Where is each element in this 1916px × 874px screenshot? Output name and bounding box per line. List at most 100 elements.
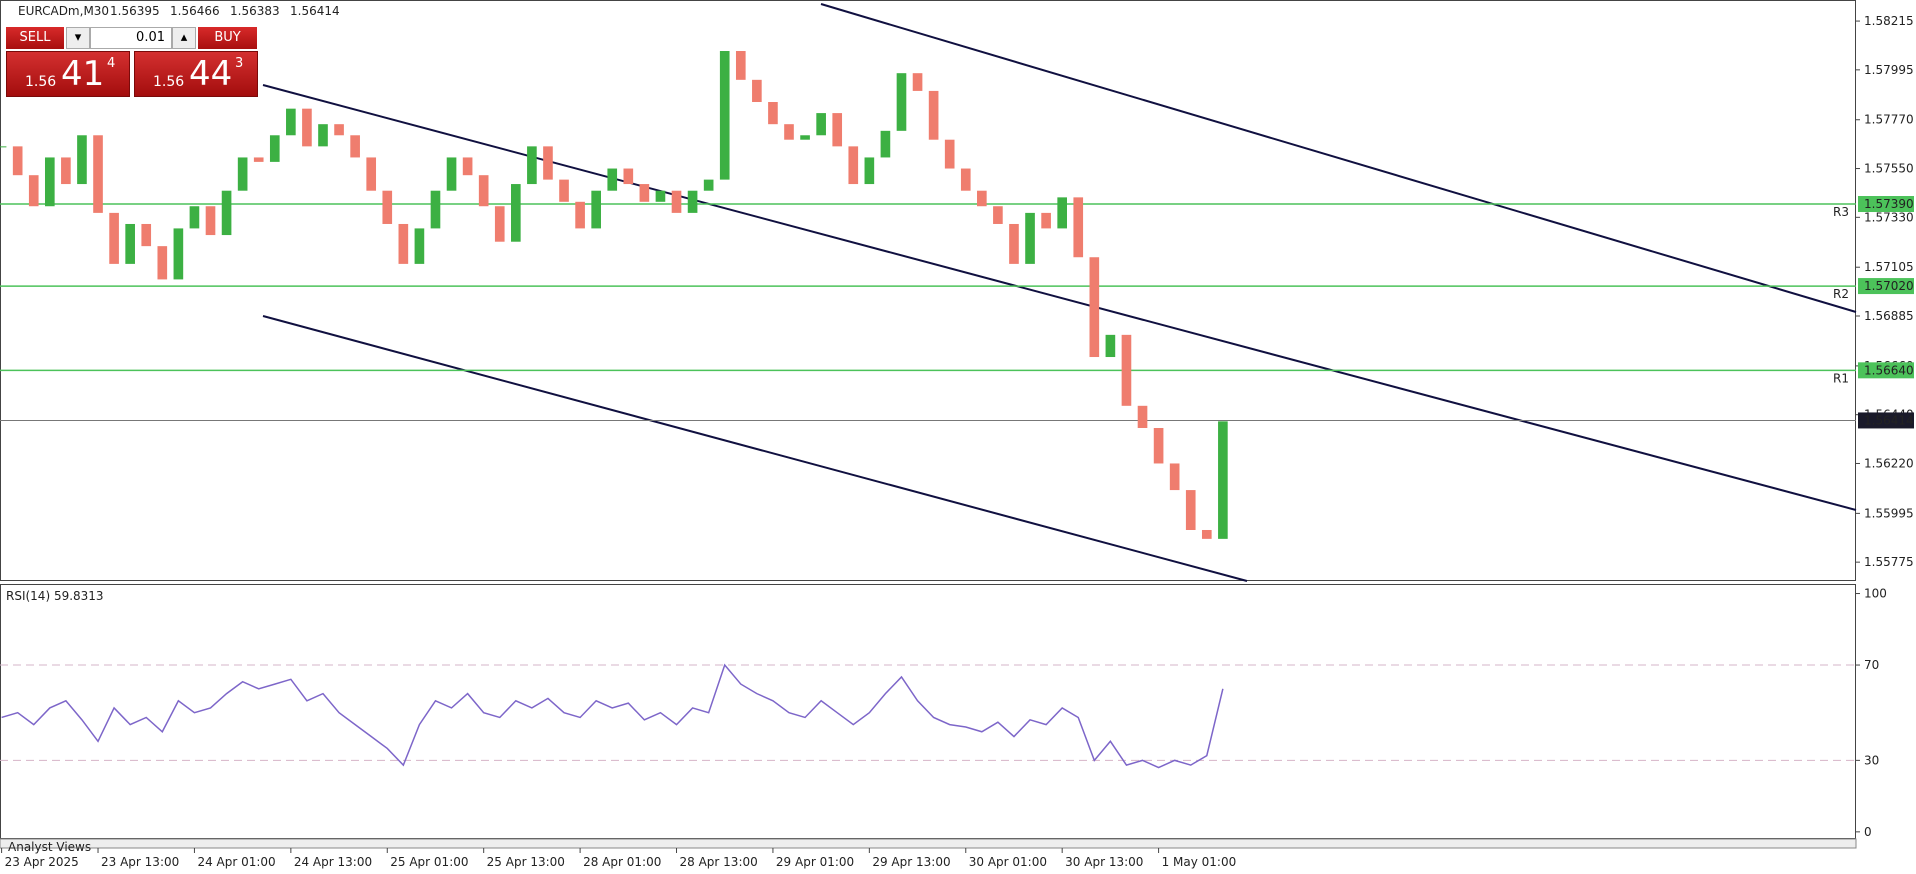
candle [832,113,843,147]
x-tick-label: 23 Apr 13:00 [101,855,179,869]
candle [157,246,168,280]
channel-line [262,84,1857,511]
y-tick-label: 1.57105 [1864,260,1914,274]
candle [318,124,328,147]
candle [543,146,553,180]
candle [173,228,184,280]
ohlc: 1.56414 [290,4,340,18]
candle [800,135,810,140]
level-tag [1858,362,1914,379]
candle [639,184,650,202]
candle [511,184,521,242]
candle [430,190,441,229]
candle [189,206,200,229]
candle [687,190,698,213]
candle [623,168,634,185]
candle [494,206,505,242]
candle [719,51,730,180]
candle [912,73,923,91]
bid-price[interactable]: 1.56 41 4 [6,51,130,97]
candle [864,157,875,185]
channel-line [820,3,1857,313]
candle [880,130,891,158]
y-tick-label: 70 [1864,658,1879,672]
y-tick-label: 1.57995 [1864,63,1914,77]
rsi-line [1,663,1224,769]
x-tick-label: 24 Apr 01:00 [197,855,275,869]
x-tick-label: 29 Apr 01:00 [776,855,854,869]
y-tick-label: 1.55995 [1864,506,1914,520]
candle [735,51,746,80]
current-label: 1.56414 [1864,413,1914,427]
candle [977,190,987,207]
y-tick-label: 30 [1864,753,1879,767]
price-prefix: 1.56 [25,74,57,90]
candle [1057,197,1067,229]
candle [478,175,489,207]
candle [671,190,682,213]
rsi-title: RSI(14) 59.8313 [6,589,104,603]
level-name: R2 [1833,287,1849,301]
candle [141,223,152,247]
candle [1041,212,1051,229]
candle [253,157,264,162]
candle [896,73,907,131]
x-tick-label: 24 Apr 13:00 [294,855,372,869]
candle [334,124,344,136]
volume-down[interactable]: ▾ [66,27,90,49]
candle [1121,334,1132,406]
ohlc: 1.56466 [170,4,220,18]
y-tick-label: 1.57330 [1864,210,1914,224]
x-tick-label: 25 Apr 01:00 [390,855,468,869]
buy-button[interactable]: BUY [198,27,257,49]
candle [398,223,409,264]
channel-line [262,315,1248,582]
candle [607,168,618,191]
volume-up[interactable]: ▴ [172,27,196,49]
candle [286,108,296,136]
candle [237,157,248,191]
candle [350,135,360,158]
y-tick-label: 1.57770 [1864,113,1914,127]
ask-price[interactable]: 1.56 44 3 [134,51,258,97]
candle [848,146,859,185]
price-panel [0,0,1856,581]
x-tick-label: 28 Apr 13:00 [680,855,758,869]
volume-input[interactable]: 0.01 [90,27,172,49]
y-tick-label: 1.57550 [1864,162,1914,176]
level-label: 1.56640 [1864,363,1914,377]
candle [462,157,473,176]
candle [1169,463,1180,491]
x-tick-label: 30 Apr 13:00 [1065,855,1143,869]
candle [0,146,7,148]
level-tag [1858,278,1914,295]
candle [1185,490,1196,530]
symbol: EURCADm,M30 [18,4,109,18]
x-tick-label: 28 Apr 01:00 [583,855,661,869]
candle [1153,427,1164,464]
candle [61,157,71,185]
price-point: 4 [107,56,116,71]
y-tick-label: 1.58215 [1864,14,1914,28]
candle [784,124,794,140]
x-tick-label: 30 Apr 01:00 [969,855,1047,869]
price-point: 3 [235,56,244,71]
candle [125,223,135,264]
y-tick-label: 1.56885 [1864,309,1914,323]
candle [993,206,1003,224]
candle [269,135,280,162]
level-name: R3 [1833,205,1849,219]
candle [575,201,585,229]
candle [382,190,393,224]
candle [1089,257,1100,358]
candle [446,157,457,191]
candle [768,102,778,125]
candle [1009,223,1019,264]
sell-button[interactable]: SELL [6,27,64,49]
candle [109,212,119,264]
y-tick-label: 0 [1864,825,1872,839]
current-tag [1858,412,1914,429]
ohlc: 1.56383 [230,4,280,18]
